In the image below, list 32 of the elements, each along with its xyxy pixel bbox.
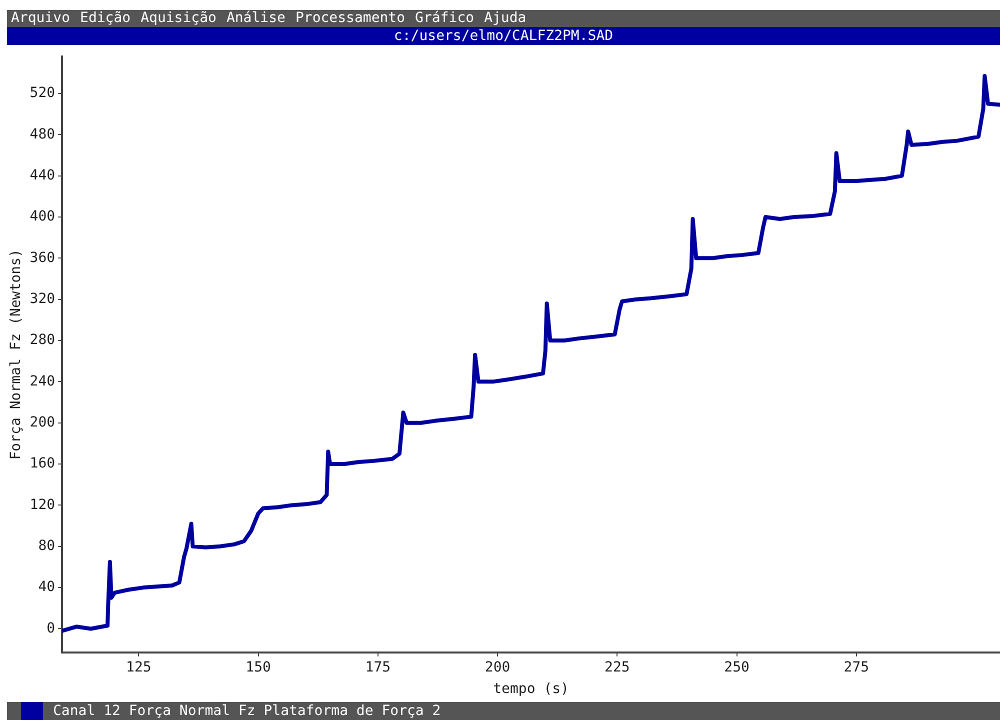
x-tick-label: 225 [604, 659, 630, 676]
y-tick-label: 0 [46, 620, 56, 636]
y-tick-label: 120 [30, 496, 56, 513]
text: Análise [226, 10, 286, 26]
x-tick-label: 150 [246, 659, 271, 676]
x-tick-label: 250 [724, 659, 750, 676]
y-tick-label: 200 [30, 414, 56, 430]
text: Gráfico [415, 10, 474, 26]
y-tick-label: 440 [30, 167, 56, 184]
y-tick-label: 240 [30, 373, 56, 390]
x-tick-label: 125 [126, 659, 152, 676]
text: Aquisição [140, 10, 216, 26]
y-tick-label: 400 [30, 208, 56, 225]
legend-label: Canal 12 Força Normal Fz Plataforma de Força 2 [53, 703, 441, 719]
x-tick-label: 275 [844, 659, 870, 676]
y-tick-label: 40 [38, 579, 56, 596]
x-axis-title: tempo (s) [493, 681, 569, 698]
y-axis-title: Força Normal Fz (Newtons) [8, 249, 24, 460]
y-tick-label: 360 [30, 250, 56, 266]
text: Processamento [295, 10, 406, 26]
y-tick-label: 320 [30, 290, 56, 307]
x-tick-label: 175 [365, 659, 391, 676]
y-tick-label: 160 [30, 456, 56, 472]
y-tick-label: 80 [38, 538, 56, 554]
y-tick-label: 480 [30, 126, 56, 142]
y-tick-label: 280 [30, 332, 56, 348]
x-tick-label: 200 [484, 659, 510, 676]
text: Edição [80, 10, 131, 26]
text: Arquivo [11, 10, 70, 26]
text: Ajuda [484, 10, 526, 26]
chart-title: c:/users/elmo/CALFZ2PM.SAD [7, 27, 1000, 45]
y-tick-label: 520 [30, 85, 56, 102]
